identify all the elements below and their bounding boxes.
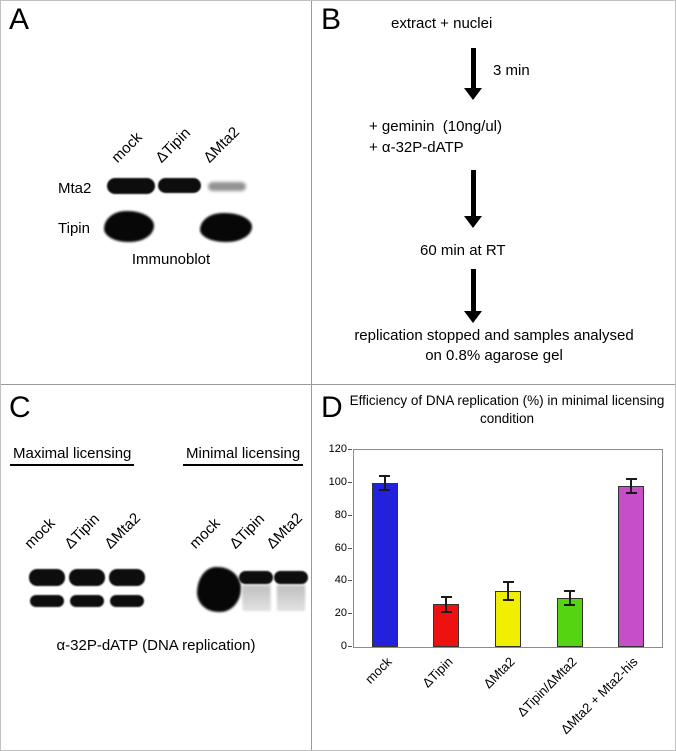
arrow-head-icon — [464, 88, 482, 100]
error-bar-2 — [445, 596, 448, 613]
arrow-head-icon — [464, 311, 482, 323]
group-title-minimal-licensing: Minimal licensing — [183, 445, 304, 466]
y-axis-tick-mark — [348, 514, 352, 516]
arrow-stem — [470, 48, 476, 88]
panel-a: A mock ΔTipin ΔMta2 Mta2 Tipin Immunoblo… — [1, 1, 311, 384]
flow-step-final-line1: replication stopped and samples analysed — [354, 327, 634, 344]
panel-c: C Maximal licensing Minimal licensing mo… — [1, 385, 311, 750]
flow-step-geminin: + geminin (10ng/ul) — [369, 118, 502, 135]
y-axis-tick-label: 80 — [334, 508, 347, 521]
blot-row-label-mta2: Mta2 — [58, 180, 92, 197]
flow-arrow-1-duration: 3 min — [493, 62, 530, 79]
gel-band-max-dmta2-bottom — [110, 595, 144, 607]
error-bar-3 — [507, 581, 509, 602]
gel-smear-min-dmta2 — [277, 586, 305, 612]
y-axis-tick-mark — [348, 613, 352, 615]
chart-bar-1 — [371, 482, 398, 647]
y-axis-tick-label: 40 — [334, 574, 347, 587]
panel-a-lane-label-delta-mta2: ΔMta2 — [200, 123, 243, 167]
error-bar-5 — [630, 477, 633, 495]
error-bar-cap — [379, 489, 391, 492]
gel-band-max-mock-bottom — [30, 595, 64, 607]
error-bar-4 — [568, 589, 571, 606]
y-axis-tick-label: 60 — [334, 541, 347, 554]
error-bar-cap — [564, 603, 576, 606]
y-axis-tick-label: 120 — [328, 443, 347, 455]
chart-plot — [353, 449, 663, 648]
y-axis-tick-label: 0 — [340, 640, 347, 652]
error-bar-cap — [440, 610, 452, 613]
panel-c-caption: α-32P-dATP (DNA replication) — [56, 637, 256, 654]
error-bar-cap — [564, 589, 576, 592]
y-axis-tick-mark — [348, 580, 352, 582]
error-bar-cap — [379, 474, 391, 477]
y-axis-tick-label: 20 — [334, 607, 347, 620]
gel-band-max-mock-top — [29, 569, 65, 586]
error-bar-cap — [502, 599, 514, 602]
flow-down-arrow-1 — [464, 48, 482, 100]
arrow-head-icon — [464, 216, 482, 228]
flow-step-incubation: 60 min at RT — [420, 242, 506, 259]
panel-c-min-lane-label-delta-tipin: ΔTipin — [226, 510, 268, 553]
blot-band-mta2-delta-mta2-faint — [208, 182, 246, 191]
panel-a-lane-label-delta-tipin: ΔTipin — [152, 124, 194, 167]
error-bar-1 — [383, 474, 386, 492]
blot-band-mta2-delta-tipin — [158, 178, 201, 193]
group-title-maximal-licensing: Maximal licensing — [10, 445, 135, 466]
flow-step-extract-nuclei: extract + nuclei — [391, 15, 493, 32]
panel-a-label: A — [9, 3, 30, 36]
error-bar-cap — [625, 492, 637, 495]
panel-d: D Efficiency of DNA replication (%) in m… — [312, 385, 675, 750]
arrow-stem — [470, 269, 476, 311]
arrow-stem — [470, 170, 476, 216]
blot-band-tipin-mock — [104, 211, 154, 242]
error-bar-cap — [440, 596, 452, 599]
y-axis-tick-mark — [348, 481, 352, 483]
panel-b: B extract + nuclei 3 min + geminin (10ng… — [312, 1, 675, 384]
gel-smear-min-dtipin — [242, 586, 270, 612]
blot-row-label-tipin: Tipin — [58, 220, 90, 237]
panel-c-label: C — [9, 391, 31, 424]
blot-band-mta2-mock — [107, 178, 155, 194]
panel-a-lane-label-mock: mock — [108, 128, 146, 167]
gel-band-min-dtipin-top — [239, 571, 273, 584]
error-bar-cap — [502, 581, 514, 584]
error-bar-cap — [625, 477, 637, 480]
gel-band-max-dtipin-bottom — [70, 595, 104, 607]
panel-c-max-lane-label-mock: mock — [21, 514, 59, 553]
y-axis-tick-mark — [348, 449, 352, 450]
gel-band-max-dtipin-top — [69, 569, 105, 586]
y-axis-tick-label: 100 — [328, 475, 347, 488]
flow-step-datp: + α-32P-dATP — [369, 139, 464, 156]
gel-band-min-dmta2-top — [274, 571, 308, 584]
flow-step-final: replication stopped and samples analysed… — [316, 326, 672, 367]
panel-b-label: B — [321, 3, 342, 36]
y-axis-tick-mark — [348, 547, 352, 549]
panel-c-max-lane-label-delta-mta2: ΔMta2 — [101, 509, 144, 553]
flow-step-final-line2: on 0.8% agarose gel — [425, 347, 563, 365]
gel-band-max-dmta2-top — [109, 569, 145, 586]
panel-c-min-lane-label-delta-mta2: ΔMta2 — [263, 509, 306, 553]
chart-bar-5 — [618, 486, 645, 647]
flow-down-arrow-3 — [464, 269, 482, 323]
panel-c-max-lane-label-delta-tipin: ΔTipin — [61, 510, 103, 553]
panel-a-caption: Immunoblot — [131, 251, 211, 268]
chart-bar-4 — [556, 597, 583, 647]
chart-title: Efficiency of DNA replication (%) in min… — [349, 393, 665, 427]
panel-divider-vertical — [311, 1, 312, 750]
gel-band-min-mock — [197, 567, 241, 612]
panel-d-label: D — [321, 391, 343, 424]
y-axis-tick-mark — [348, 646, 352, 647]
panel-divider-horizontal — [1, 384, 675, 385]
blot-band-tipin-delta-mta2 — [200, 213, 252, 242]
flow-down-arrow-2 — [464, 170, 482, 228]
panel-c-min-lane-label-mock: mock — [186, 514, 224, 553]
x-axis-label-5: ΔMta2 + Mta2-his — [557, 654, 641, 737]
